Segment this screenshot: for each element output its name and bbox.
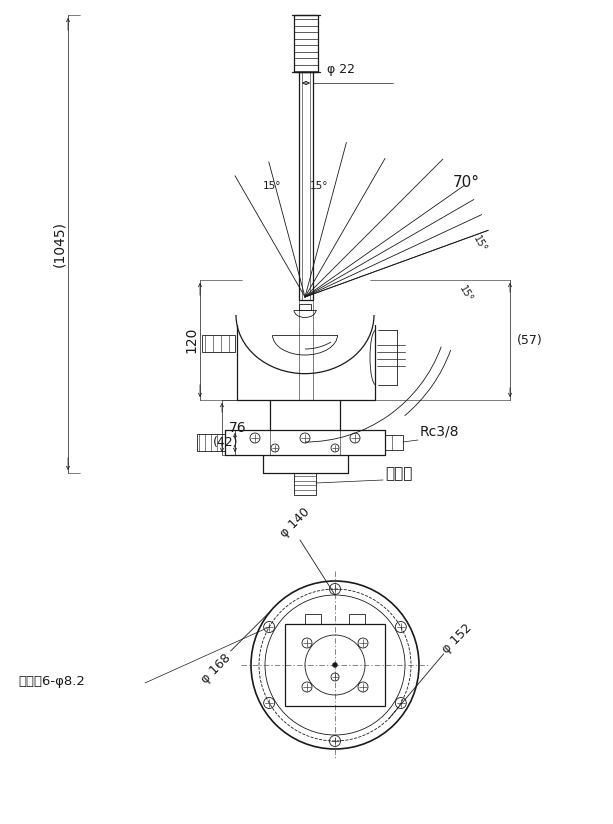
- Text: 120: 120: [184, 327, 198, 353]
- Text: (57): (57): [517, 334, 543, 347]
- Text: Rc3/8: Rc3/8: [420, 424, 460, 438]
- Text: 15°: 15°: [471, 234, 488, 254]
- Text: (42): (42): [213, 436, 238, 449]
- Circle shape: [332, 662, 338, 667]
- Text: 取付穷6-φ8.2: 取付穷6-φ8.2: [18, 675, 85, 688]
- Text: φ 22: φ 22: [327, 63, 355, 76]
- Text: φ 140: φ 140: [278, 506, 313, 541]
- Bar: [197, 434, 225, 451]
- Text: (1045): (1045): [52, 221, 66, 267]
- Bar: [299, 72, 313, 300]
- Text: φ 168: φ 168: [199, 652, 233, 686]
- Bar: [202, 335, 235, 352]
- Text: 15°: 15°: [310, 181, 329, 191]
- Text: 76: 76: [229, 420, 246, 434]
- Bar: [299, 304, 311, 310]
- Text: 70°: 70°: [453, 175, 480, 190]
- Text: 15°: 15°: [263, 181, 281, 191]
- Bar: [294, 15, 318, 72]
- Text: 給油管: 給油管: [385, 466, 413, 481]
- Bar: [294, 473, 316, 495]
- Text: 15°: 15°: [457, 284, 474, 304]
- Bar: [385, 435, 403, 450]
- Text: φ 152: φ 152: [440, 621, 474, 656]
- Bar: [285, 624, 385, 706]
- Bar: [305, 614, 321, 624]
- Bar: [349, 614, 365, 624]
